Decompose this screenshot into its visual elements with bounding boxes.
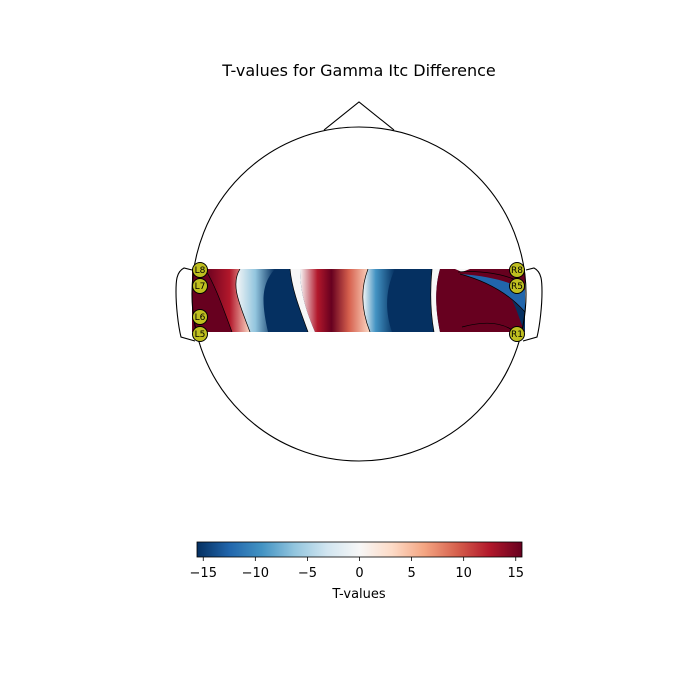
topomap-heatmap: [192, 269, 525, 332]
svg-text:R8: R8: [511, 266, 523, 276]
colorbar-tick-label: 0: [355, 566, 363, 581]
svg-text:R1: R1: [511, 330, 523, 340]
contour-line: [459, 273, 525, 313]
colorbar-gradient: [196, 541, 523, 558]
svg-text:L8: L8: [195, 266, 206, 276]
heatmap-region-right-blue-corner: [512, 300, 525, 332]
colorbar-tick-label: −15: [190, 566, 217, 581]
heatmap-region-left-gradient: [205, 269, 250, 332]
sensor-R5: R5: [509, 278, 525, 294]
heatmap-region-center-white: [290, 269, 315, 332]
heatmap-region-right-white: [430, 269, 440, 332]
sensor-R8: R8: [509, 262, 525, 278]
contour-line: [362, 269, 371, 332]
left-ear-icon: [175, 267, 196, 342]
svg-text:R5: R5: [511, 282, 523, 292]
head-outline: [175, 101, 543, 462]
sensor-R1: R1: [509, 326, 525, 342]
sensor-L7: L7: [192, 278, 208, 294]
heatmap-region-left-blue-fade: [235, 269, 275, 332]
sensor-L8: L8: [192, 262, 208, 278]
heatmap-region-right-white-corner: [455, 269, 470, 272]
contour-line: [204, 269, 233, 332]
head-circle: [191, 126, 527, 462]
heatmap-region-right-blue-wedge: [460, 274, 525, 312]
colorbar-ticks: −15 −10 −5 0 5 10 15: [190, 557, 524, 581]
colorbar-tick-label: 10: [455, 566, 472, 581]
sensor-L6: L6: [192, 309, 208, 325]
colorbar-tick-label: 15: [507, 566, 524, 581]
heatmap-region-center-blue-fade: [362, 269, 395, 332]
svg-text:L7: L7: [195, 282, 206, 292]
heatmap-region-center-red: [300, 269, 370, 332]
sensor-L5: L5: [192, 326, 208, 342]
contour-line: [235, 269, 251, 332]
colorbar-tick-label: −5: [298, 566, 317, 581]
colorbar-label: T-values: [331, 587, 386, 602]
contour-line: [430, 269, 435, 332]
nose-icon: [323, 101, 395, 131]
svg-text:L5: L5: [195, 330, 206, 340]
colorbar: −15 −10 −5 0 5 10 15 T-values: [190, 541, 524, 602]
contour-line: [289, 269, 309, 332]
colorbar-tick-label: −10: [242, 566, 269, 581]
svg-text:L6: L6: [195, 313, 206, 323]
sensor-markers: L8 L7 L6 L5 R8 R5 R1: [192, 262, 525, 342]
right-ear-icon: [522, 267, 543, 342]
chart-title: T-values for Gamma Itc Difference: [221, 61, 495, 80]
colorbar-tick-label: 5: [407, 566, 415, 581]
